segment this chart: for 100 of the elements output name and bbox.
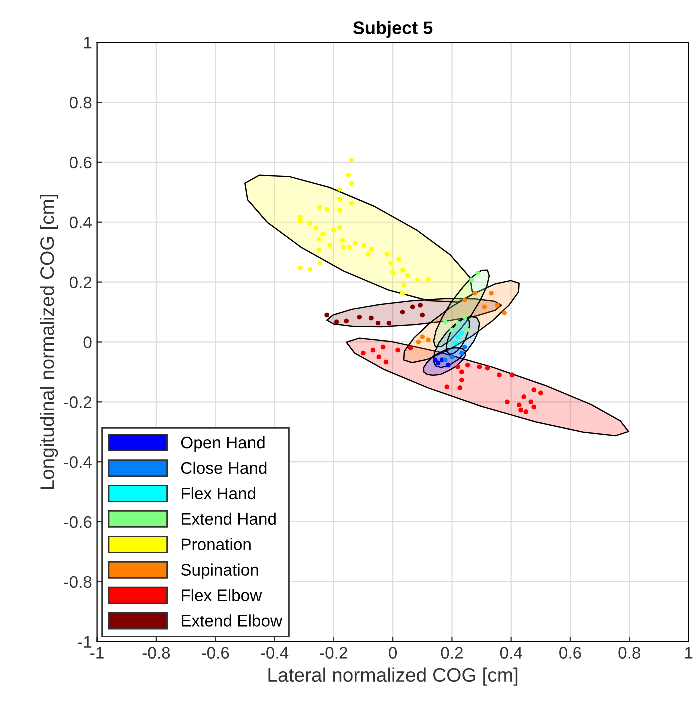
point <box>402 282 406 288</box>
point <box>353 240 358 246</box>
point <box>476 270 480 276</box>
x-tick-label: 0 <box>389 647 398 659</box>
point <box>502 310 507 316</box>
point <box>328 243 332 248</box>
x-tick-label: 1 <box>685 647 693 659</box>
legend-label: Close Hand <box>181 462 267 474</box>
point <box>460 370 464 375</box>
point <box>400 290 406 296</box>
point <box>516 402 522 408</box>
point <box>318 204 322 210</box>
point <box>510 372 515 378</box>
point <box>337 225 342 230</box>
legend-label: Flex Hand <box>182 487 256 500</box>
chart-title: Subject 5 <box>353 21 433 38</box>
point <box>477 364 482 370</box>
y-axis-title: Longitudinal normalized COG [cm] <box>40 195 58 490</box>
point <box>341 244 346 250</box>
point <box>357 314 362 320</box>
point <box>400 268 406 273</box>
point <box>452 340 458 346</box>
point <box>370 348 376 353</box>
x-tick-label: 0.6 <box>560 647 582 659</box>
point <box>418 302 423 308</box>
point <box>369 246 374 252</box>
y-tick-label: -0.2 <box>64 396 92 408</box>
point <box>485 366 490 371</box>
point <box>505 400 510 405</box>
point <box>456 334 461 340</box>
point <box>416 340 422 345</box>
point <box>380 344 386 350</box>
point <box>340 238 346 243</box>
point <box>465 362 470 368</box>
point <box>420 312 426 318</box>
point <box>298 219 303 224</box>
point <box>334 320 340 325</box>
point <box>462 298 468 303</box>
point <box>337 187 342 192</box>
point <box>349 181 354 186</box>
x-axis-title: Lateral normalized COG [cm] <box>268 668 518 686</box>
point <box>442 320 448 325</box>
point <box>361 350 366 356</box>
point <box>465 328 470 333</box>
point <box>366 252 371 257</box>
point <box>320 232 326 237</box>
point <box>384 252 390 257</box>
y-tick-label: 0.8 <box>70 96 92 109</box>
point <box>522 394 526 400</box>
point <box>318 261 322 266</box>
point <box>386 320 392 326</box>
point <box>337 196 342 202</box>
point <box>462 314 468 320</box>
point <box>489 290 494 296</box>
x-tick-label: -0.8 <box>142 647 170 659</box>
point <box>442 358 448 363</box>
point <box>346 172 352 178</box>
point <box>298 214 303 220</box>
point <box>349 158 354 163</box>
point <box>384 360 389 365</box>
legend-label: Extend Hand <box>182 512 276 526</box>
x-tick-label: -0.4 <box>261 647 289 659</box>
y-tick-label: 0.6 <box>70 156 92 169</box>
point <box>538 390 544 396</box>
point <box>456 320 461 326</box>
point <box>376 354 382 360</box>
point <box>308 220 313 226</box>
point <box>460 330 464 336</box>
point <box>420 334 426 340</box>
point <box>408 346 414 351</box>
point <box>410 304 416 310</box>
point <box>472 290 478 296</box>
point <box>450 354 455 360</box>
point <box>337 208 342 213</box>
point <box>426 338 431 343</box>
point <box>460 378 464 383</box>
point <box>432 358 438 363</box>
point <box>415 278 420 283</box>
point <box>495 302 500 308</box>
x-tick-label: -0.6 <box>202 647 230 659</box>
point <box>400 310 406 315</box>
point <box>518 408 524 413</box>
y-tick-label: -1 <box>78 636 92 648</box>
point <box>460 350 464 356</box>
y-tick-label: -0.8 <box>64 576 92 588</box>
x-tick-label: -0.2 <box>320 647 348 659</box>
y-tick-label: 0.4 <box>70 216 92 229</box>
y-tick-label: -0.4 <box>64 456 92 468</box>
x-tick-label: 0.2 <box>441 647 463 659</box>
x-tick-label: 0.8 <box>618 647 641 659</box>
point <box>316 248 322 253</box>
point <box>436 360 441 366</box>
point <box>458 386 463 390</box>
point <box>344 318 350 324</box>
point <box>497 372 502 378</box>
legend-label: Supination <box>181 564 258 580</box>
point <box>482 304 488 310</box>
point <box>324 207 330 212</box>
point <box>369 316 374 321</box>
legend-label: Flex Elbow <box>182 589 262 602</box>
